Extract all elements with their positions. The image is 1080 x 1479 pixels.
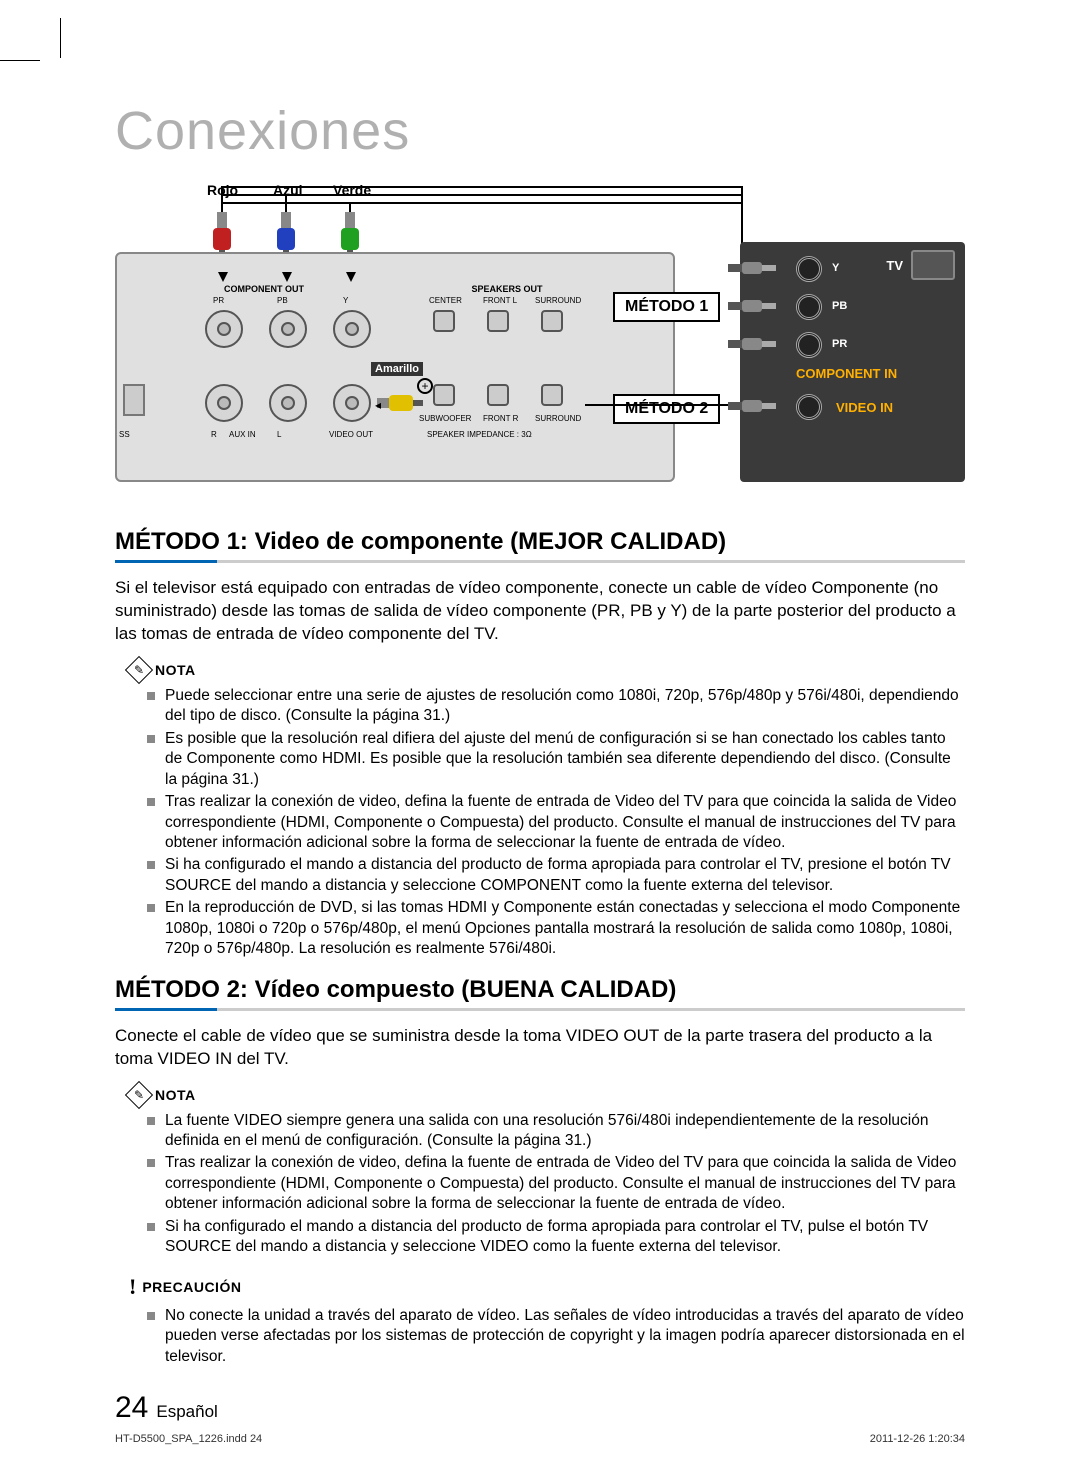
list-item: Puede seleccionar entre una serie de aju… [165, 686, 965, 727]
cable-pb [728, 298, 776, 314]
list-item: Tras realizar la conexión de video, defi… [165, 792, 965, 853]
spk-center [433, 310, 455, 332]
nota-heading: ✎ NOTA [129, 660, 965, 680]
tv-jack-pr [796, 332, 822, 358]
label-subwoofer: SUBWOOFER [419, 414, 471, 423]
section2-heading: MÉTODO 2: Vídeo compuesto (BUENA CALIDAD… [115, 976, 965, 1004]
plug-amarillo [377, 394, 423, 412]
section1-heading: MÉTODO 1: Video de componente (MEJOR CAL… [115, 528, 965, 556]
jack-aux-r [205, 384, 243, 422]
plus-icon: + [417, 378, 433, 394]
tv-jack-y [796, 256, 822, 282]
label-video-in: VIDEO IN [836, 400, 893, 415]
nota-label: NOTA [155, 1087, 196, 1103]
list-item: No conecte la unidad a través del aparat… [165, 1306, 965, 1367]
label-component-out: COMPONENT OUT [209, 284, 319, 294]
jack-video-out [333, 384, 371, 422]
print-metadata: HT-D5500_SPA_1226.indd 24 2011-12-26 1:2… [115, 1433, 965, 1445]
precaucion-notes: No conecte la unidad a través del aparat… [115, 1306, 965, 1367]
label-component-in: COMPONENT IN [796, 366, 897, 381]
section1-notes: Puede seleccionar entre una serie de aju… [115, 686, 965, 960]
section1-para: Si el televisor está equipado con entrad… [115, 577, 965, 646]
precaucion-label: PRECAUCIÓN [142, 1279, 241, 1295]
list-item: Es posible que la resolución real difier… [165, 729, 965, 790]
spk-front-l [487, 310, 509, 332]
label-tv: TV [886, 258, 903, 273]
nota-icon: ✎ [125, 1080, 153, 1108]
label-impedance: SPEAKER IMPEDANCE : 3Ω [427, 430, 532, 439]
label-front-l: FRONT L [483, 296, 517, 305]
cable-y [728, 260, 776, 276]
arrow-left-icon: ◂ [375, 398, 381, 412]
page-title: Conexiones [115, 100, 965, 162]
label-tv-pb: PB [832, 300, 847, 312]
metodo2-box: MÉTODO 2 [613, 394, 720, 424]
device-back-panel: COMPONENT OUT PR PB Y R AUX IN L VIDEO O… [115, 252, 675, 482]
page-language: Español [156, 1402, 217, 1422]
label-video-out: VIDEO OUT [329, 430, 373, 439]
tv-jack-pb [796, 294, 822, 320]
spk-subwoofer [433, 384, 455, 406]
spk-surround-t [541, 310, 563, 332]
connection-diagram: Rojo Azul Verde COMPONENT OUT PR PB Y [115, 182, 965, 502]
label-aux-l: L [277, 430, 281, 439]
label-amarillo: Amarillo [371, 362, 423, 376]
label-speakers-out: SPEAKERS OUT [447, 284, 567, 294]
jack-pr [205, 310, 243, 348]
label-center: CENTER [429, 296, 462, 305]
section2-notes: La fuente VIDEO siempre genera una salid… [115, 1111, 965, 1258]
page-number: 24 [115, 1391, 148, 1425]
tv-jack-video [796, 394, 822, 420]
label-front-r: FRONT R [483, 414, 518, 423]
label-y-small: Y [343, 296, 348, 305]
precaucion-heading: ! PRECAUCIÓN [129, 1274, 965, 1300]
list-item: En la reproducción de DVD, si las tomas … [165, 898, 965, 959]
label-tv-pr: PR [832, 338, 847, 350]
list-item: Si ha configurado el mando a distancia d… [165, 855, 965, 896]
label-aux-in: AUX IN [229, 430, 256, 439]
nota-label: NOTA [155, 662, 196, 678]
tv-panel: TV Y PB PR COMPONENT IN VIDEO IN [740, 242, 965, 482]
label-tv-y: Y [832, 262, 839, 274]
tv-screen-icon [911, 250, 955, 280]
exclaim-icon: ! [129, 1274, 136, 1300]
label-pr-small: PR [213, 296, 224, 305]
label-verde: Verde [333, 182, 371, 198]
label-rojo: Rojo [207, 182, 238, 198]
port-left [123, 384, 145, 416]
spk-surround-b [541, 384, 563, 406]
list-item: Tras realizar la conexión de video, defi… [165, 1153, 965, 1214]
jack-y [333, 310, 371, 348]
jack-pb [269, 310, 307, 348]
jack-aux-l [269, 384, 307, 422]
cable-video [728, 398, 776, 414]
print-file: HT-D5500_SPA_1226.indd 24 [115, 1433, 262, 1445]
nota-heading: ✎ NOTA [129, 1085, 965, 1105]
page-footer: 24 Español [115, 1391, 965, 1425]
list-item: Si ha configurado el mando a distancia d… [165, 1217, 965, 1258]
label-surround-t: SURROUND [535, 296, 581, 305]
section2-para: Conecte el cable de vídeo que se suminis… [115, 1025, 965, 1071]
crop-mark [60, 18, 61, 58]
spk-front-r [487, 384, 509, 406]
metodo1-box: MÉTODO 1 [613, 292, 720, 322]
print-stamp: 2011-12-26 1:20:34 [870, 1433, 965, 1445]
label-surround-b: SURROUND [535, 414, 581, 423]
label-aux-r: R [211, 430, 217, 439]
label-pb-small: PB [277, 296, 288, 305]
list-item: La fuente VIDEO siempre genera una salid… [165, 1111, 965, 1152]
section-rule [115, 1008, 965, 1011]
label-azul: Azul [273, 182, 303, 198]
section-rule [115, 560, 965, 563]
crop-mark [0, 60, 40, 61]
nota-icon: ✎ [125, 656, 153, 684]
cable-pr [728, 336, 776, 352]
